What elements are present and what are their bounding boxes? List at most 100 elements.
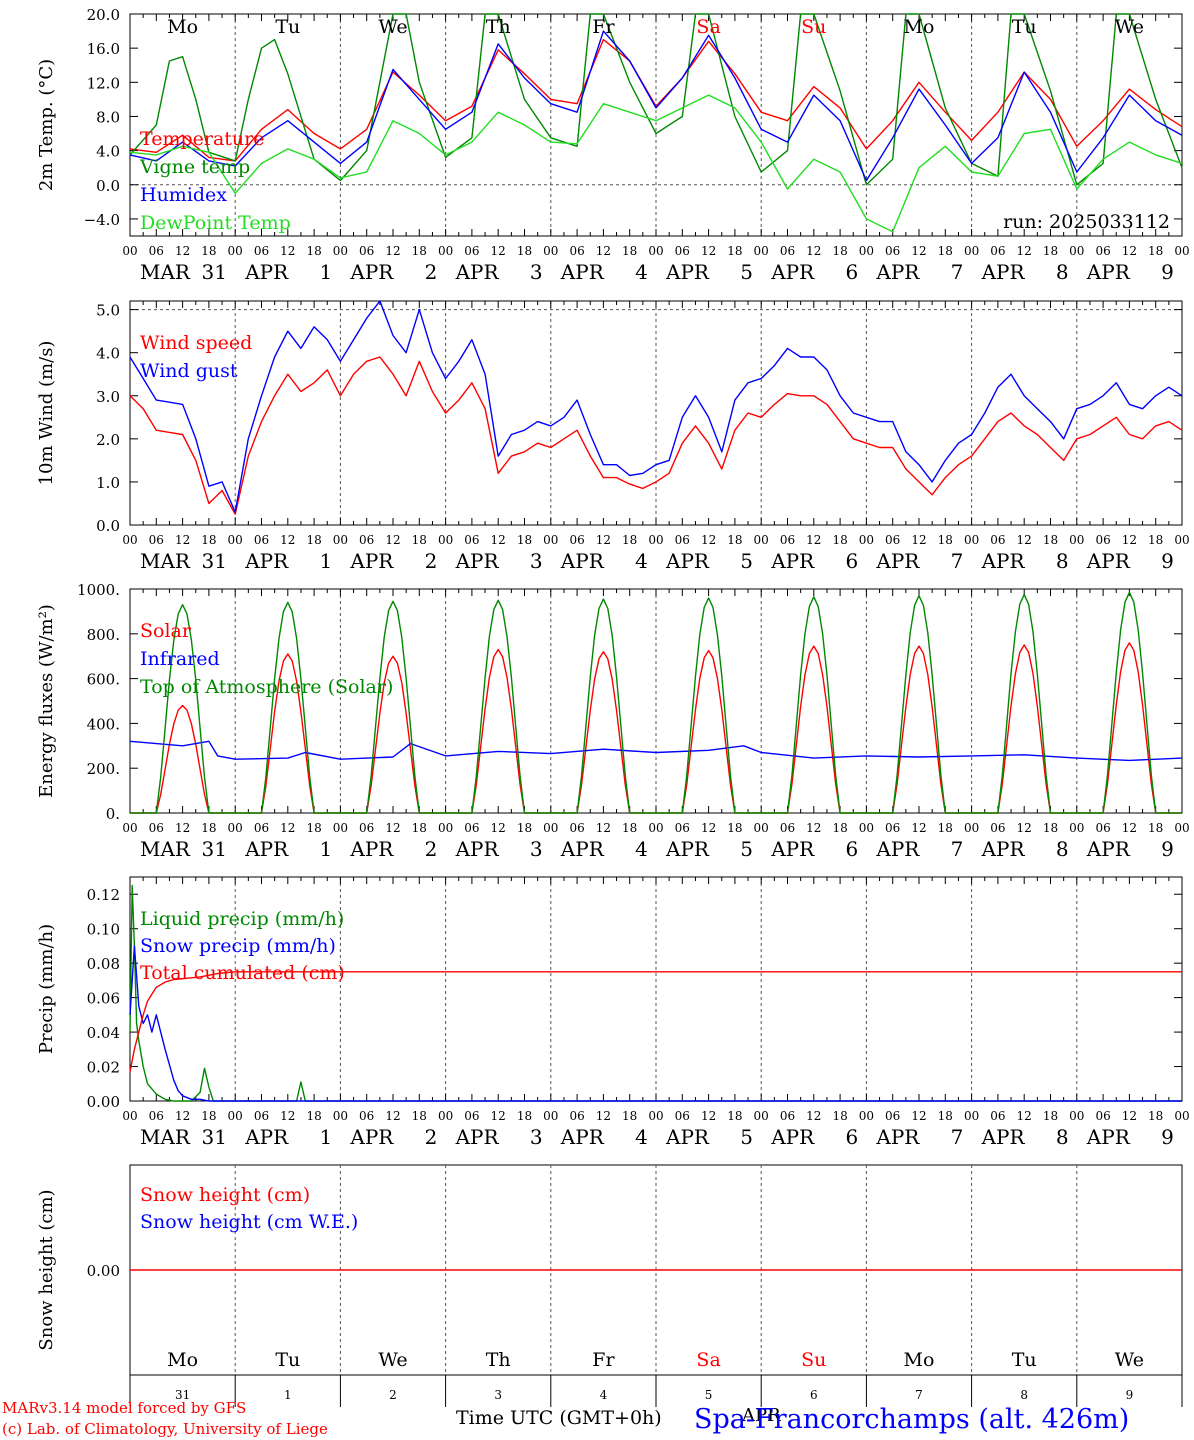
hour-tick-label: 06 — [464, 821, 479, 835]
hour-tick-label: 12 — [701, 1109, 716, 1123]
legend-entry: Wind gust — [140, 360, 238, 382]
hour-tick-label: 06 — [885, 244, 900, 258]
legend-entry: Snow precip (mm/h) — [140, 935, 336, 957]
date-label-month: APR — [244, 1125, 289, 1149]
legend-entry: Top of Atmosphere (Solar) — [140, 676, 393, 698]
hour-tick-label: 18 — [517, 1109, 532, 1123]
hour-tick-label: 18 — [1043, 1109, 1058, 1123]
date-label-month: APR — [770, 1125, 815, 1149]
hour-tick-label: 18 — [938, 244, 953, 258]
hour-tick-label: 00 — [964, 244, 979, 258]
weekday-label: We — [1115, 1349, 1144, 1371]
y-tick-label: 4.0 — [96, 345, 120, 363]
hour-tick-label: 18 — [412, 821, 427, 835]
panel-1: 00 06 12 18 00 06 12 18 00 06 12 18 00 06 12 18 00 06 12 18… — [36, 6, 1190, 284]
day-number: 2 — [389, 1388, 397, 1402]
date-label-day: 8 — [1056, 837, 1069, 861]
hour-tick-label: 00 — [754, 821, 769, 835]
hour-tick-label: 06 — [675, 244, 690, 258]
date-label-month: APR — [455, 260, 500, 284]
date-label-day: 31 — [202, 837, 227, 861]
date-label-day: 2 — [425, 260, 438, 284]
date-label-day: 1 — [319, 260, 332, 284]
y-axis-label: Precip (mm/h) — [36, 924, 57, 1054]
series-line-wind-speed — [129, 356, 1183, 515]
date-label-month: APR — [875, 837, 920, 861]
hour-tick-label: 06 — [1095, 821, 1110, 835]
weekday-label: Su — [801, 1349, 826, 1371]
series-line-dewpoint-temp — [129, 94, 1183, 233]
date-label-month: MAR — [140, 549, 191, 573]
hour-tick-label: 06 — [675, 821, 690, 835]
weekday-label: Mo — [904, 1349, 935, 1371]
hour-tick-label: 00 — [964, 533, 979, 547]
date-label-day: 3 — [530, 549, 543, 573]
y-tick-label: 1000. — [77, 581, 120, 599]
hour-tick-label: 12 — [1017, 821, 1032, 835]
weekday-label: Sa — [696, 16, 720, 38]
hour-tick-label: 06 — [780, 1109, 795, 1123]
date-label-month: APR — [560, 837, 605, 861]
hour-tick-label: 18 — [832, 244, 847, 258]
date-label-month: APR — [875, 1125, 920, 1149]
hour-tick-label: 06 — [1095, 244, 1110, 258]
hour-tick-label: 12 — [806, 1109, 821, 1123]
y-tick-label: 0.00 — [87, 1262, 120, 1280]
date-label-month: APR — [244, 260, 289, 284]
date-label-month: APR — [875, 260, 920, 284]
y-tick-label: 0.08 — [87, 955, 120, 973]
hour-tick-label: 12 — [1122, 1109, 1137, 1123]
hour-tick-label: 06 — [149, 1109, 164, 1123]
hour-tick-label: 12 — [1017, 533, 1032, 547]
hour-tick-label: 18 — [412, 1109, 427, 1123]
hour-tick-label: 00 — [333, 244, 348, 258]
hour-tick-label: 18 — [517, 533, 532, 547]
date-label-day: 31 — [202, 1125, 227, 1149]
date-label-day: 3 — [530, 260, 543, 284]
hour-tick-label: 12 — [175, 821, 190, 835]
date-label-day: 2 — [425, 549, 438, 573]
y-tick-label: 2.0 — [96, 431, 120, 449]
date-label-day: 1 — [319, 549, 332, 573]
hour-tick-label: 12 — [175, 1109, 190, 1123]
hour-tick-label: 12 — [596, 1109, 611, 1123]
month-label: APR — [741, 1405, 781, 1426]
hour-tick-label: 06 — [569, 821, 584, 835]
date-label-day: 31 — [202, 549, 227, 573]
y-tick-label: 600. — [87, 671, 120, 689]
hour-tick-label: 00 — [122, 821, 137, 835]
date-label-month: APR — [665, 549, 710, 573]
y-tick-label: 0.06 — [87, 990, 120, 1008]
hour-tick-label: 12 — [175, 533, 190, 547]
hour-tick-label: 06 — [464, 1109, 479, 1123]
legend-entry: Infrared — [140, 648, 220, 670]
date-label-month: APR — [770, 837, 815, 861]
hour-tick-label: 00 — [438, 244, 453, 258]
hour-tick-label: 06 — [780, 533, 795, 547]
hour-tick-label: 00 — [964, 821, 979, 835]
date-label-month: APR — [665, 1125, 710, 1149]
series-line-infrared — [129, 740, 1183, 762]
plot-frame — [129, 588, 1183, 814]
hour-tick-label: 12 — [1017, 1109, 1032, 1123]
hour-tick-label: 12 — [385, 244, 400, 258]
hour-tick-label: 12 — [596, 821, 611, 835]
date-label-day: 1 — [319, 1125, 332, 1149]
hour-tick-label: 12 — [1122, 533, 1137, 547]
hour-tick-label: 18 — [306, 821, 321, 835]
hour-tick-label: 00 — [1069, 244, 1084, 258]
hour-tick-label: 00 — [228, 533, 243, 547]
date-label-day: 5 — [740, 1125, 753, 1149]
hour-tick-label: 06 — [359, 244, 374, 258]
hour-tick-label: 06 — [254, 533, 269, 547]
y-tick-label: 200. — [87, 760, 120, 778]
date-label-month: APR — [349, 260, 394, 284]
date-label-month: APR — [349, 1125, 394, 1149]
y-tick-label: 0.10 — [87, 921, 120, 939]
hour-tick-label: 06 — [990, 533, 1005, 547]
hour-tick-label: 18 — [412, 244, 427, 258]
date-label-month: APR — [244, 837, 289, 861]
legend-entry: Vigne temp — [139, 156, 250, 178]
date-label-day: 4 — [635, 549, 648, 573]
hour-tick-label: 06 — [359, 533, 374, 547]
